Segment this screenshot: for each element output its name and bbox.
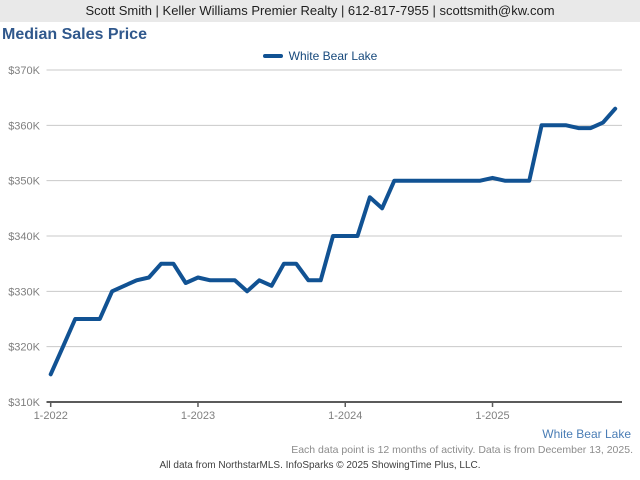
x-axis-label: 1-2022 (34, 410, 68, 422)
y-axis-label: $340K (8, 231, 40, 243)
y-axis-label: $370K (8, 65, 40, 77)
page-title: Median Sales Price (2, 26, 147, 43)
chart-legend: White Bear Lake (0, 49, 640, 63)
x-axis-label: 1-2024 (328, 410, 362, 422)
y-axis-label: $310K (8, 397, 40, 409)
y-axis-label: $360K (8, 120, 40, 132)
footer-series-label: White Bear Lake (542, 427, 631, 441)
legend-line-swatch (262, 54, 283, 58)
footer-attribution: All data from NorthstarMLS. InfoSparks ©… (159, 460, 481, 471)
legend-label: White Bear Lake (288, 49, 378, 63)
header-bar: Scott Smith | Keller Williams Premier Re… (0, 0, 640, 22)
contact-info: Scott Smith | Keller Williams Premier Re… (85, 3, 555, 18)
y-axis-label: $350K (8, 176, 40, 188)
x-axis-label: 1-2025 (475, 410, 509, 422)
y-axis-label: $320K (8, 342, 40, 354)
series-line-white-bear-lake[interactable] (48, 106, 618, 377)
y-axis-label: $330K (8, 286, 40, 298)
footer-note: Each data point is 12 months of activity… (291, 444, 633, 456)
x-axis-label: 1-2023 (181, 410, 215, 422)
